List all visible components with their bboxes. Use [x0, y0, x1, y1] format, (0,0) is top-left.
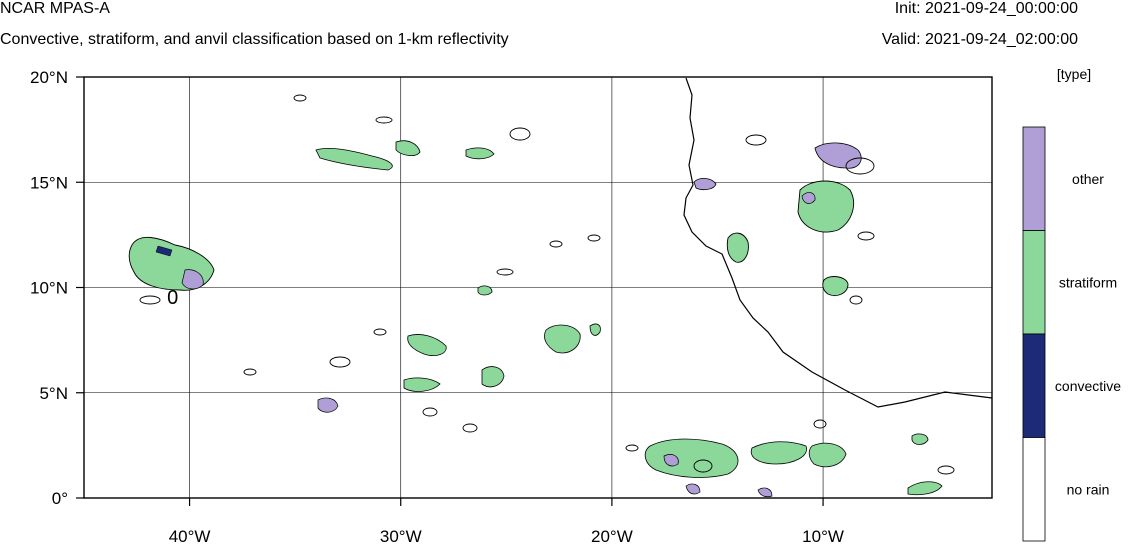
valid-time: Valid: 2021-09-24_02:00:00: [881, 31, 1078, 48]
precip-area: [407, 334, 447, 356]
coastline: [683, 77, 993, 408]
lat-tick-label: 10°N: [30, 279, 68, 298]
contour-outline: [139, 295, 161, 305]
precip-area: [822, 276, 849, 296]
longitude-labels: 40°W 30°W 20°W 10°W: [169, 498, 844, 546]
contour-outline: [849, 295, 863, 305]
legend-label: no rain: [1067, 481, 1110, 497]
contour-outline: [509, 127, 531, 141]
lon-tick-label: 30°W: [380, 527, 422, 546]
contour-outline: [813, 419, 827, 429]
contour-labels: 0: [167, 287, 178, 309]
precip-area: [395, 140, 421, 156]
contour-outline: [693, 459, 713, 473]
precip-classification-areas: [128, 94, 955, 498]
precip-area: [757, 487, 773, 498]
contour-outline: [243, 368, 257, 376]
precip-area: [797, 180, 854, 233]
lon-tick-label: 10°W: [802, 527, 844, 546]
precip-area: [544, 324, 581, 354]
precip-area: [808, 442, 847, 468]
legend-swatch-other: [1022, 126, 1046, 231]
precip-area: [663, 454, 679, 467]
precip-area: [907, 481, 943, 496]
precip-area: [814, 142, 862, 169]
precip-area: [750, 441, 807, 465]
contour-outline: [857, 231, 875, 241]
lon-tick-label: 20°W: [591, 527, 633, 546]
legend-swatch-no-rain: [1022, 437, 1046, 542]
legend-label: other: [1072, 171, 1104, 187]
precip-area: [726, 232, 749, 263]
plot-title: NCAR MPAS-A: [0, 0, 110, 17]
legend-swatch-stratiform: [1022, 230, 1046, 335]
precip-area: [644, 438, 739, 478]
contour-outline: [845, 157, 875, 175]
precip-area: [181, 269, 204, 290]
contour-outline: [745, 134, 767, 146]
legend-title: [type]: [1057, 66, 1091, 82]
precip-area: [481, 366, 505, 388]
contour-outline: [937, 465, 955, 475]
precip-area: [589, 323, 601, 336]
contour-outline: [375, 116, 393, 124]
precip-area: [315, 148, 393, 171]
precip-area: [693, 178, 717, 191]
contour-outline: [373, 328, 387, 336]
precip-area: [685, 483, 701, 495]
contour-outline: [329, 356, 351, 368]
lat-tick-label: 20°N: [30, 68, 68, 87]
legend: [type] other stratiform convective no rain: [1022, 66, 1121, 542]
latitude-labels: 20°N 15°N 10°N 5°N 0°: [30, 68, 84, 508]
lat-tick-label: 0°: [52, 489, 68, 508]
precip-area: [317, 397, 339, 413]
precip-area: [477, 285, 493, 296]
contour-outline: [462, 423, 478, 433]
lat-tick-label: 15°N: [30, 173, 68, 192]
legend-swatch-convective: [1022, 333, 1046, 438]
contour-outline: [549, 240, 563, 248]
lon-tick-label: 40°W: [169, 527, 211, 546]
contour-outline: [422, 407, 438, 417]
init-time: Init: 2021-09-24_00:00:00: [894, 0, 1078, 17]
precip-area: [403, 377, 441, 392]
contour-outline: [293, 94, 307, 102]
precip-area: [911, 433, 929, 445]
graticule: [84, 77, 992, 498]
legend-label: convective: [1055, 378, 1121, 394]
precip-area: [465, 147, 495, 160]
contour-outline: [496, 268, 514, 276]
contour-label: 0: [167, 287, 178, 309]
precip-area: [155, 245, 173, 257]
west-africa-coastline: [683, 77, 993, 408]
contour-outline: [625, 444, 639, 452]
lat-tick-label: 5°N: [39, 384, 68, 403]
legend-label: stratiform: [1059, 274, 1117, 290]
plot-subtitle: Convective, stratiform, and anvil classi…: [0, 31, 509, 48]
contour-outline: [587, 234, 601, 242]
precip-area: [801, 192, 816, 204]
